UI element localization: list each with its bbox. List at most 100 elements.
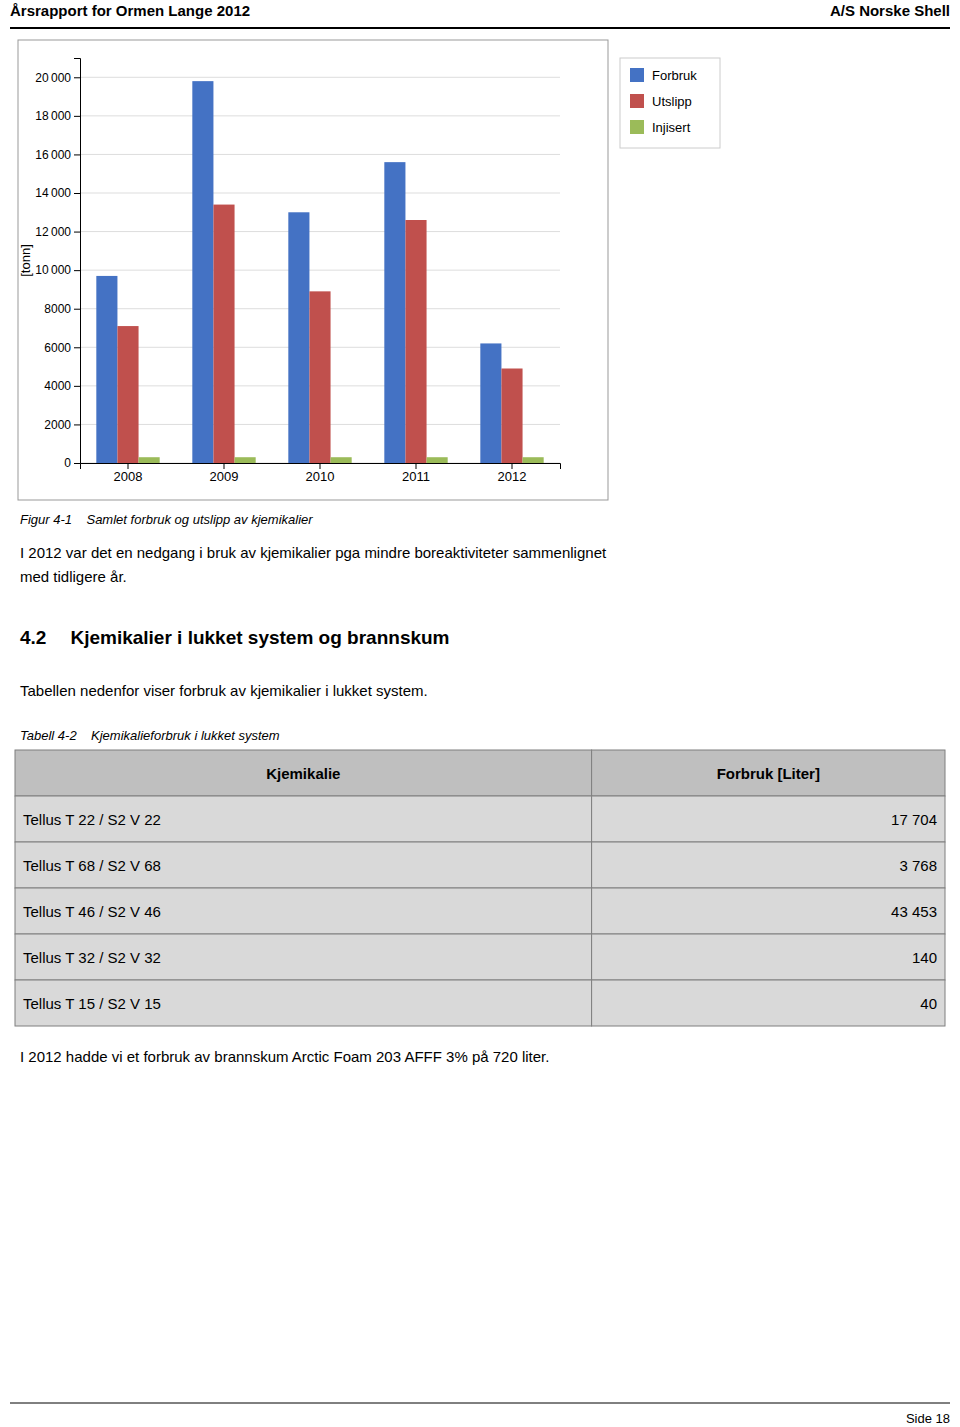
bar: [427, 457, 448, 463]
y-tick: 2000: [44, 418, 80, 432]
grid-line: [80, 77, 560, 78]
y-tick-label: 2000: [44, 418, 71, 432]
y-tick: 16 000: [35, 148, 80, 162]
y-tick: 20 000: [35, 71, 80, 85]
x-tick: 2009: [210, 463, 239, 484]
bar: [117, 326, 138, 463]
x-tick-label: 2009: [210, 469, 239, 484]
y-tick: 0: [64, 456, 80, 470]
x-tick-mark: [320, 463, 321, 469]
y-tick-label: 6000: [44, 341, 71, 355]
y-tick-mark: [74, 77, 80, 78]
footer-right: Side 18: [906, 1411, 950, 1426]
series: [139, 457, 544, 463]
chart: 2008 2009 2010 2011 2012 0 2000 4000 6000 8000 10 …: [18, 59, 561, 485]
legend-label: Injisert: [652, 120, 691, 135]
grid-line: [80, 231, 560, 232]
legend-entry: Injisert: [630, 120, 691, 135]
x-tick-label: 2008: [114, 469, 143, 484]
y-tick: 8000: [44, 302, 80, 316]
legend-frame: [620, 58, 720, 148]
x-tick-mark: [512, 463, 513, 469]
grid: [80, 77, 560, 463]
y-tick-mark: [74, 347, 80, 348]
bars: [96, 81, 543, 463]
table-cell: [15, 888, 592, 934]
section-number: 4.2: [20, 627, 46, 648]
y-tick: 12 000: [35, 225, 80, 239]
bar: [235, 457, 256, 463]
x-tick-label: 2012: [498, 469, 527, 484]
paragraph-line: med tidligere år.: [20, 568, 127, 585]
y-tick-mark: [74, 386, 80, 387]
table-cell: [592, 796, 945, 842]
y-tick-label: 4000: [44, 379, 71, 393]
x-tick-mark: [128, 463, 129, 469]
table-cell-value: 140: [912, 949, 937, 966]
legend-entry: Utslipp: [630, 94, 692, 109]
grid-line: [80, 115, 560, 116]
table-cell: [592, 980, 945, 1026]
y-axis-line: [74, 59, 81, 464]
legend-entry: Forbruk: [630, 68, 697, 83]
series: [96, 81, 501, 463]
grid-line: [80, 270, 560, 271]
y-tick: 4000: [44, 379, 80, 393]
y-tick: 14 000: [35, 186, 80, 200]
table-cell-value: 40: [920, 995, 937, 1012]
bar: [213, 205, 234, 463]
section-title: Kjemikalier i lukket system og brannskum: [70, 627, 449, 648]
table-cell: [592, 934, 945, 980]
table-cell: [15, 796, 592, 842]
table-header: Forbruk [Liter]: [717, 765, 820, 782]
x-axis-line: [81, 464, 561, 470]
header-left: Årsrapport for Ormen Lange 2012: [10, 2, 250, 19]
table-cell-value: 17 704: [891, 811, 937, 828]
table-cell-text: Tellus T 68 / S2 V 68: [23, 857, 161, 874]
table-cell-text: Tellus T 22 / S2 V 22: [23, 811, 161, 828]
table-header-cell: [15, 750, 592, 796]
y-tick-label: 12 000: [35, 225, 71, 239]
series: [117, 205, 522, 463]
x-tick: 2010: [306, 463, 335, 484]
table-cell: [15, 934, 592, 980]
y-tick-label: 8000: [44, 302, 71, 316]
bar: [501, 369, 522, 464]
y-tick-mark: [74, 270, 80, 271]
header-right: A/S Norske Shell: [830, 2, 950, 19]
table-cell-text: Tellus T 46 / S2 V 46: [23, 903, 161, 920]
table-cell: [15, 842, 592, 888]
y-axis: 0 2000 4000 6000 8000 10 000 12 000 14 000 16 00…: [35, 59, 80, 471]
y-tick: 6000: [44, 341, 80, 355]
grid-line: [80, 193, 560, 194]
y-tick-label: 0: [64, 456, 71, 470]
y-tick-mark: [74, 309, 80, 310]
y-tick-mark: [74, 424, 80, 425]
y-tick-mark: [74, 232, 80, 233]
y-tick-mark: [74, 463, 80, 464]
table-cell: [592, 888, 945, 934]
table-header: Kjemikalie: [266, 765, 340, 782]
table-cell: [15, 980, 592, 1026]
y-tick-label: 16 000: [35, 148, 71, 162]
x-axis: 2008 2009 2010 2011 2012: [81, 463, 561, 484]
y-tick-label: 20 000: [35, 71, 71, 85]
x-tick-label: 2011: [402, 469, 430, 484]
y-tick: 10 000: [35, 263, 80, 277]
chart-box: [18, 40, 608, 500]
bar: [96, 276, 117, 463]
table-cell-text: Tellus T 15 / S2 V 15: [23, 995, 161, 1012]
table: Kjemikalie Forbruk [Liter] Tellus T 22 / S…: [15, 750, 945, 1026]
paragraph: I 2012 hadde vi et forbruk av brannskum …: [20, 1048, 549, 1065]
paragraph-line: I 2012 var det en nedgang i bruk av kjem…: [20, 544, 607, 561]
page: Årsrapport for Ormen Lange 2012 A/S Norsk…: [0, 0, 960, 1427]
x-tick: 2011: [402, 463, 430, 484]
footer-rule: [10, 1403, 950, 1404]
table-cell-value: 3 768: [899, 857, 937, 874]
figure-caption: Figur 4-1 Samlet forbruk og utslipp av k…: [20, 512, 313, 527]
y-tick-mark: [74, 154, 80, 155]
table-cell: [592, 842, 945, 888]
bar: [480, 343, 501, 463]
legend-swatch: [630, 68, 644, 82]
y-tick: 18 000: [35, 109, 80, 123]
